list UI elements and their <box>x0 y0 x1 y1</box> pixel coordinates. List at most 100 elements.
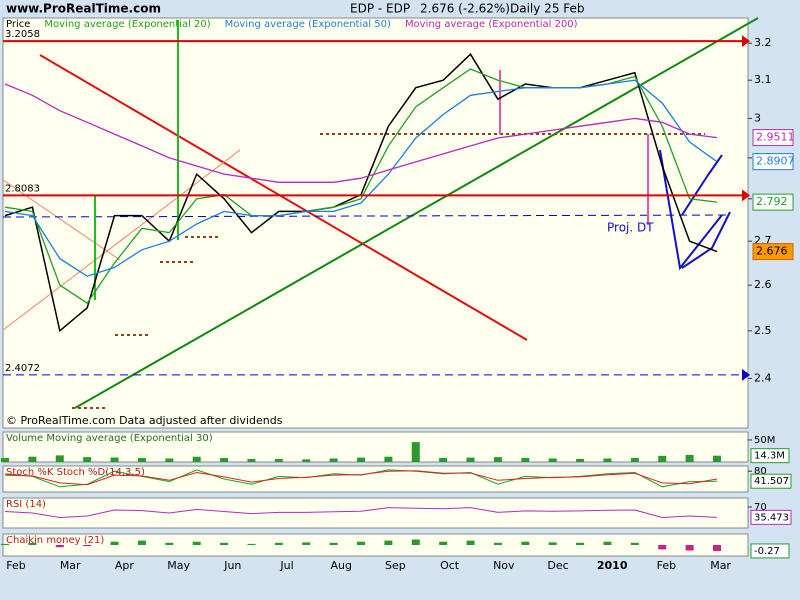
value-label: 2.8907 <box>756 155 795 168</box>
bar <box>439 458 448 462</box>
bar <box>576 458 585 462</box>
trend-line <box>2 149 241 331</box>
bar <box>55 455 64 462</box>
x-tick-label: Mar <box>710 559 731 572</box>
footer: © ProRealTime.com Data adjusted after di… <box>6 414 283 427</box>
bar <box>466 457 475 462</box>
x-tick-label: Aug <box>330 559 351 572</box>
bar <box>28 542 37 545</box>
bar <box>247 543 256 545</box>
period: Daily 25 Feb <box>510 2 585 16</box>
bar <box>493 457 502 462</box>
value-label: 2.792 <box>756 195 788 208</box>
bar <box>630 542 639 545</box>
bar <box>220 458 229 462</box>
neckline <box>2 214 731 218</box>
value-box <box>750 543 790 559</box>
value-label: 41.507 <box>754 476 789 487</box>
legend-entry: Moving average (Exponential 20) <box>44 19 210 30</box>
x-tick-label: Nov <box>493 559 515 572</box>
bar <box>576 542 585 545</box>
panel-title: RSI (14) <box>6 499 46 510</box>
y-tick-label: 70 <box>754 502 767 513</box>
level-arrow <box>742 189 750 202</box>
bar <box>192 541 201 545</box>
value-label: 14.3M <box>754 451 785 462</box>
level-label: 3.2058 <box>5 29 40 40</box>
series-line <box>4 470 718 486</box>
bar <box>603 541 612 545</box>
x-tick-label: Jul <box>279 559 293 572</box>
bar <box>384 456 393 462</box>
x-tick-label: Feb <box>6 559 25 572</box>
y-tick-label: 2.6 <box>754 278 772 291</box>
bar <box>137 458 146 462</box>
bar <box>630 458 639 462</box>
bar <box>685 545 694 551</box>
y-tick-label: 3.1 <box>754 73 772 86</box>
bar <box>274 542 283 545</box>
bar <box>384 540 393 545</box>
bar <box>302 459 311 462</box>
bar <box>493 542 502 545</box>
pattern-line <box>681 154 723 216</box>
main-panel: Proj. DT © ProRealTime.com Data adjusted… <box>2 17 759 429</box>
level-arrow <box>742 35 750 48</box>
x-tick-label: Oct <box>440 559 460 572</box>
trend-line <box>2 179 121 261</box>
bar <box>165 458 174 462</box>
x-tick-label: Sep <box>385 559 406 572</box>
series-line <box>4 507 718 519</box>
bar <box>411 539 420 545</box>
value-label: 35.473 <box>754 512 789 523</box>
bar <box>329 542 338 545</box>
site: www.ProRealTime.com <box>6 2 161 16</box>
x-tick-label: Apr <box>115 559 135 572</box>
pattern-line <box>659 149 723 271</box>
series-line <box>4 83 718 183</box>
bar <box>603 458 612 462</box>
bar <box>521 458 530 462</box>
value-box <box>752 193 794 211</box>
plot-area <box>2 431 749 463</box>
bar <box>548 458 557 462</box>
bar <box>1 543 9 545</box>
bar <box>548 542 557 545</box>
series-line <box>4 79 718 277</box>
value-label: -0.27 <box>754 546 780 557</box>
bar <box>1 458 9 462</box>
bar <box>329 458 338 462</box>
plot-area <box>2 465 749 493</box>
y-tick-label: 3.2 <box>754 36 772 49</box>
bar <box>247 458 256 462</box>
bar <box>137 540 146 545</box>
bar <box>110 457 119 462</box>
bar <box>55 545 64 548</box>
bar <box>274 458 283 462</box>
trend-line <box>39 54 528 341</box>
x-tick-label: May <box>167 559 190 572</box>
bar <box>411 442 420 462</box>
bar <box>713 455 721 462</box>
level-label: 2.8083 <box>5 183 40 194</box>
trend-line <box>74 17 759 409</box>
bar <box>658 545 667 550</box>
bar <box>165 542 174 545</box>
legend-entry: Moving average (Exponential 200) <box>405 19 578 30</box>
bar <box>110 541 119 545</box>
x-tick-label: 2010 <box>597 559 628 572</box>
y-tick-label: 2.4 <box>754 371 772 384</box>
y-tick-label: 80 <box>754 466 767 477</box>
legend-entry: Price <box>6 19 30 30</box>
panel-title: Chaikin money (21) <box>6 535 104 546</box>
quote: 2.676 (-2.62%) <box>420 2 510 16</box>
level-arrow <box>742 368 750 381</box>
bar <box>685 454 694 462</box>
bar <box>521 541 530 545</box>
panel-title: Stoch %K Stoch %D(14,3,5) <box>6 467 145 478</box>
y-tick-label: 2.5 <box>754 324 772 337</box>
bar <box>83 545 92 547</box>
value-box <box>752 129 794 147</box>
x-tick-label: Dec <box>547 559 568 572</box>
